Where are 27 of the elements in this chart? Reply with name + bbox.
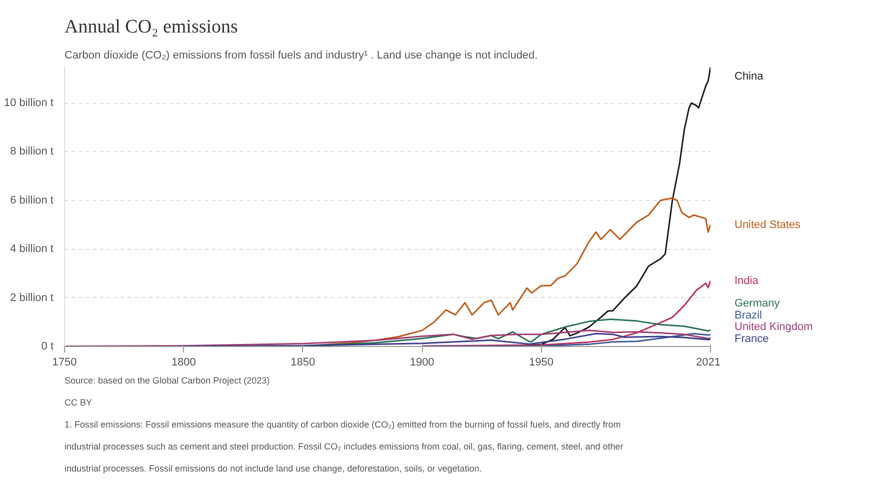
x-tick-label: 1750 bbox=[52, 356, 77, 368]
x-tick-label: 2021 bbox=[696, 356, 721, 368]
y-tick-label: 2 billion t bbox=[10, 292, 54, 304]
y-tick-label: 6 billion t bbox=[10, 194, 54, 206]
x-tick-label: 1950 bbox=[529, 356, 554, 368]
text: United States bbox=[734, 218, 802, 231]
chart-title: Annual CO₂ emissions bbox=[64, 16, 238, 38]
text: France bbox=[734, 332, 769, 345]
text: China bbox=[734, 70, 764, 82]
line-series bbox=[421, 280, 710, 346]
y-tick-label: 10 billion t bbox=[4, 97, 54, 110]
text: Brazil bbox=[734, 309, 762, 322]
y-tick-label: 0 t bbox=[41, 340, 54, 352]
text: United Kingdom bbox=[734, 321, 813, 334]
x-tick-label: 1800 bbox=[171, 356, 196, 368]
text: Germany bbox=[734, 298, 780, 310]
x-tick-label: 1850 bbox=[290, 356, 316, 368]
text: India bbox=[734, 274, 760, 287]
chart-subtitle: Carbon dioxide (CO₂) emissions from fossil fuels and industry¹ . Land use change is not included. bbox=[64, 50, 538, 62]
text: CC BY bbox=[64, 398, 92, 408]
y-tick-label: 4 billion t bbox=[10, 243, 54, 256]
x-tick-label: 1900 bbox=[410, 356, 434, 368]
text: 1. Fossil emissions: Fossil emissions measure the quantity of carbon dioxide (CO₂) emitted from the burning of fossil fuels, and directly from industrial processes such as cement and steel production. Fossil CO₂ includes emissions from coal, oil, gas, flaring, cement, steel, and other industrial processes. Fossil emissions do not include land use change, deforestation, soils, or vegetation. bbox=[64, 420, 624, 474]
source-note: Source: based on the Global Carbon Project (2023) bbox=[64, 376, 270, 386]
line-series bbox=[182, 332, 710, 346]
line-series bbox=[421, 332, 710, 346]
y-tick-label: 8 billion t bbox=[10, 146, 54, 158]
